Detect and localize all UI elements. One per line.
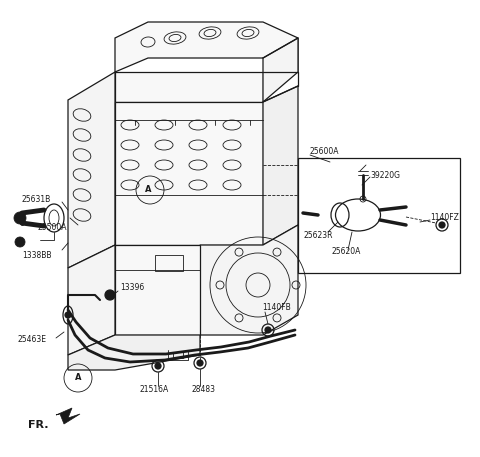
Text: 1338BB: 1338BB	[22, 250, 51, 260]
Text: 28483: 28483	[192, 386, 216, 394]
Polygon shape	[68, 72, 115, 268]
Circle shape	[155, 363, 161, 369]
Text: 25620A: 25620A	[332, 248, 361, 256]
Circle shape	[15, 237, 25, 247]
Text: FR.: FR.	[28, 420, 48, 430]
Polygon shape	[115, 72, 263, 102]
Polygon shape	[263, 86, 298, 245]
Text: 1140FZ: 1140FZ	[430, 213, 459, 223]
Polygon shape	[115, 245, 200, 335]
Text: 13396: 13396	[120, 283, 144, 292]
Polygon shape	[68, 335, 200, 370]
Text: A: A	[75, 373, 81, 383]
Bar	[155, 255, 183, 271]
Text: 1140FB: 1140FB	[262, 303, 291, 313]
Circle shape	[105, 290, 115, 300]
Polygon shape	[115, 22, 298, 72]
Circle shape	[439, 222, 445, 228]
Text: A: A	[145, 186, 151, 195]
Polygon shape	[263, 38, 298, 102]
Text: 25623R: 25623R	[304, 230, 334, 239]
Polygon shape	[200, 225, 298, 335]
Text: 25631B: 25631B	[22, 196, 51, 204]
Circle shape	[197, 360, 203, 366]
Polygon shape	[56, 408, 80, 424]
Text: 25600A: 25600A	[310, 148, 339, 156]
Circle shape	[14, 212, 26, 224]
Polygon shape	[68, 245, 115, 355]
Text: 39220G: 39220G	[370, 170, 400, 180]
Bar	[298, 158, 460, 273]
Circle shape	[65, 312, 71, 318]
Circle shape	[265, 327, 271, 333]
Text: 25500A: 25500A	[38, 223, 68, 233]
Text: 21516A: 21516A	[140, 386, 169, 394]
Bar	[173, 352, 183, 358]
Polygon shape	[115, 102, 263, 245]
Text: 25463E: 25463E	[18, 335, 47, 345]
